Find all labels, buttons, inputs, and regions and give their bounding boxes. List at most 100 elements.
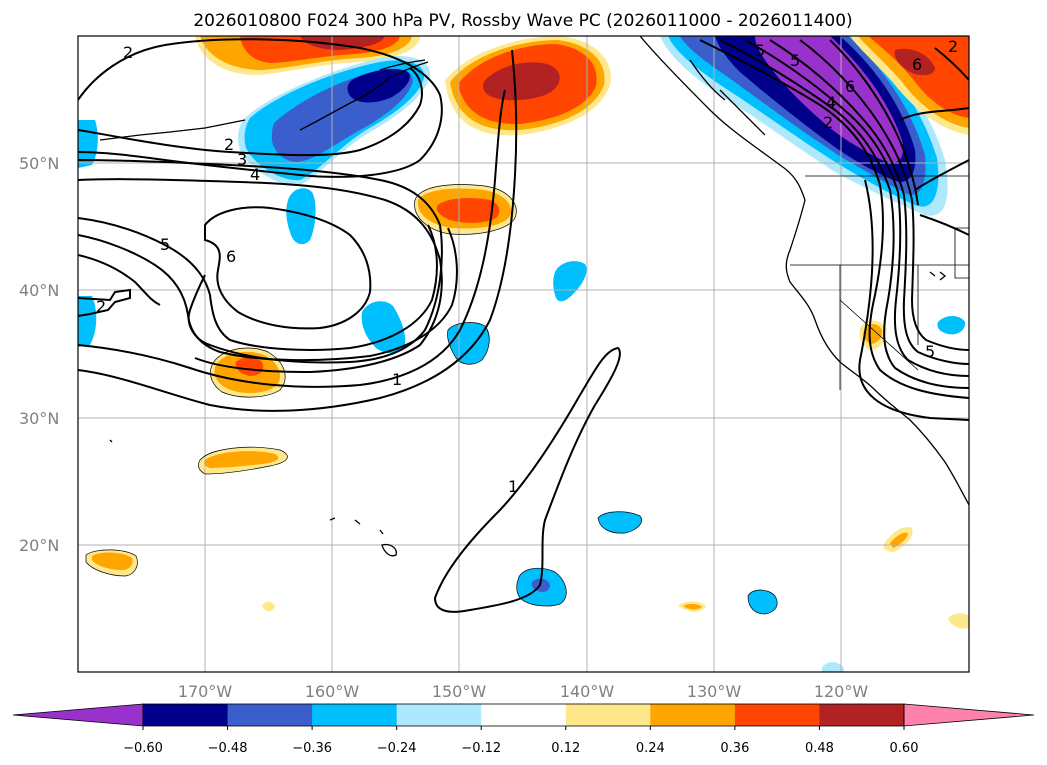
colorbar-tick-label: −0.48 [208,741,248,756]
colorbar-tick-label: −0.60 [123,741,163,756]
lon-label: 130°W [687,682,742,701]
lon-label: 120°W [814,682,869,701]
pv-contour [799,39,969,351]
map-gridlines [78,36,969,672]
colorbar-extend-high [903,703,1035,727]
pv-contour [78,217,438,351]
pc-shading [78,36,969,672]
pv-contour [204,206,372,330]
lon-label: 160°W [305,682,360,701]
pv-contour [829,39,969,206]
lon-label: 140°W [560,682,615,701]
shade-neg-blob-a [286,188,316,245]
contour-label: 5 [160,235,170,254]
shade-neg-blob-h [937,316,966,335]
pv-contour [78,49,518,412]
pv-contour [858,179,969,421]
pv-contour [919,214,969,236]
shade-neg-left-edge2 [78,296,97,347]
pv-contour [78,254,161,306]
map-area: 2 2 3 4 5 6 2 1 1 5 6 4 2 5 6 2 5 [78,36,969,672]
pv-contour [78,67,423,157]
colorbar-frame [142,703,905,727]
contour-label: 1 [508,477,518,496]
lat-label: 40°N [19,281,59,300]
shade-pos-goa-dark [483,62,560,101]
pv-contour [78,178,443,374]
pv-contour [769,39,969,365]
colorbar-swatch [143,704,229,726]
pv-contour [433,346,621,613]
colorbar-swatch [227,704,313,726]
colorbar-swatch [396,704,482,726]
pv-contour [899,107,969,191]
pv-contour [699,39,969,399]
colorbar-swatch [734,704,820,726]
colorbar-tick-label: −0.36 [292,741,332,756]
map-frame [77,35,970,673]
colorbar-tick-label: −0.24 [377,741,417,756]
colorbar-swatch [565,704,651,726]
shade-neg-blob-e [598,511,642,534]
contour-labels: 2 2 3 4 5 6 2 1 1 5 6 4 2 5 6 2 5 [96,37,958,496]
shade-neg-blob-d [553,261,587,302]
shade-pos-tl-dark [300,36,385,50]
contour-label: 2 [123,43,133,62]
colorbar-swatch [650,704,736,726]
shade-pos-blob-f2 [683,603,702,610]
shade-pos-ne-dark [894,48,935,76]
shade-pos-blob-e [262,601,275,612]
contour-label: 6 [845,77,855,96]
contour-label: 6 [912,55,922,74]
shade-pos-blob-a3 [436,197,500,223]
colorbar-swatch [481,704,567,726]
longitude-labels: 170°W 160°W 150°W 140°W 130°W 120°W [178,682,869,701]
contour-label: 6 [226,247,236,266]
contour-label: 3 [237,150,247,169]
shade-pos-blob-b3 [235,357,264,376]
pv-contour [744,39,969,377]
lon-label: 150°W [432,682,487,701]
colorbar-tick-label: 0.48 [805,741,834,756]
contour-label: 2 [823,113,833,132]
shade-pos-blob-h2 [863,324,883,344]
latitude-labels: 50°N 40°N 30°N 20°N [19,154,59,555]
contour-label: 4 [250,165,260,184]
lon-label: 170°W [178,682,233,701]
coastlines [99,36,969,557]
shade-pos-blob-d2 [92,552,133,570]
pv-contour [78,89,506,388]
colorbar-tick-label: 0.12 [551,741,580,756]
colorbar-tick-label: −0.12 [461,741,501,756]
contour-label: 2 [224,135,234,154]
colorbar-swatch [819,704,905,726]
contour-label: 2 [948,37,958,56]
contour-label: 4 [826,93,836,112]
pv-contours [78,38,969,613]
shade-pos-blob-g2 [890,532,908,548]
shade-neg-blob-b [361,301,406,354]
lat-label: 50°N [19,154,59,173]
shade-neg-blob-g [748,590,778,614]
shade-pos-blob-c2 [204,451,279,468]
colorbar-swatch [312,704,398,726]
pv-contour [719,39,969,389]
contour-label: 2 [96,297,106,316]
shade-pos-blob-i [948,613,969,629]
chart-title: 2026010800 F024 300 hPa PV, Rossby Wave … [193,11,852,31]
contour-label: 5 [790,51,800,70]
pv-contour [78,288,131,317]
contour-label: 5 [925,342,935,361]
pv-contour [78,227,458,362]
colorbar-tick-label: 0.24 [636,741,665,756]
contour-label: 1 [392,370,402,389]
colorbar-tick-label: 0.36 [720,741,749,756]
lat-label: 30°N [19,409,59,428]
contour-label: 5 [755,41,765,60]
colorbar-extend-low [12,703,144,727]
colorbar-tick-label: 0.60 [890,741,919,756]
colorbar: −0.60 −0.48 −0.36 −0.24 −0.12 0.12 0.24 0.36 0.4… [12,703,1035,756]
shade-neg-blob-i [822,662,844,672]
shade-outlines [85,184,778,615]
